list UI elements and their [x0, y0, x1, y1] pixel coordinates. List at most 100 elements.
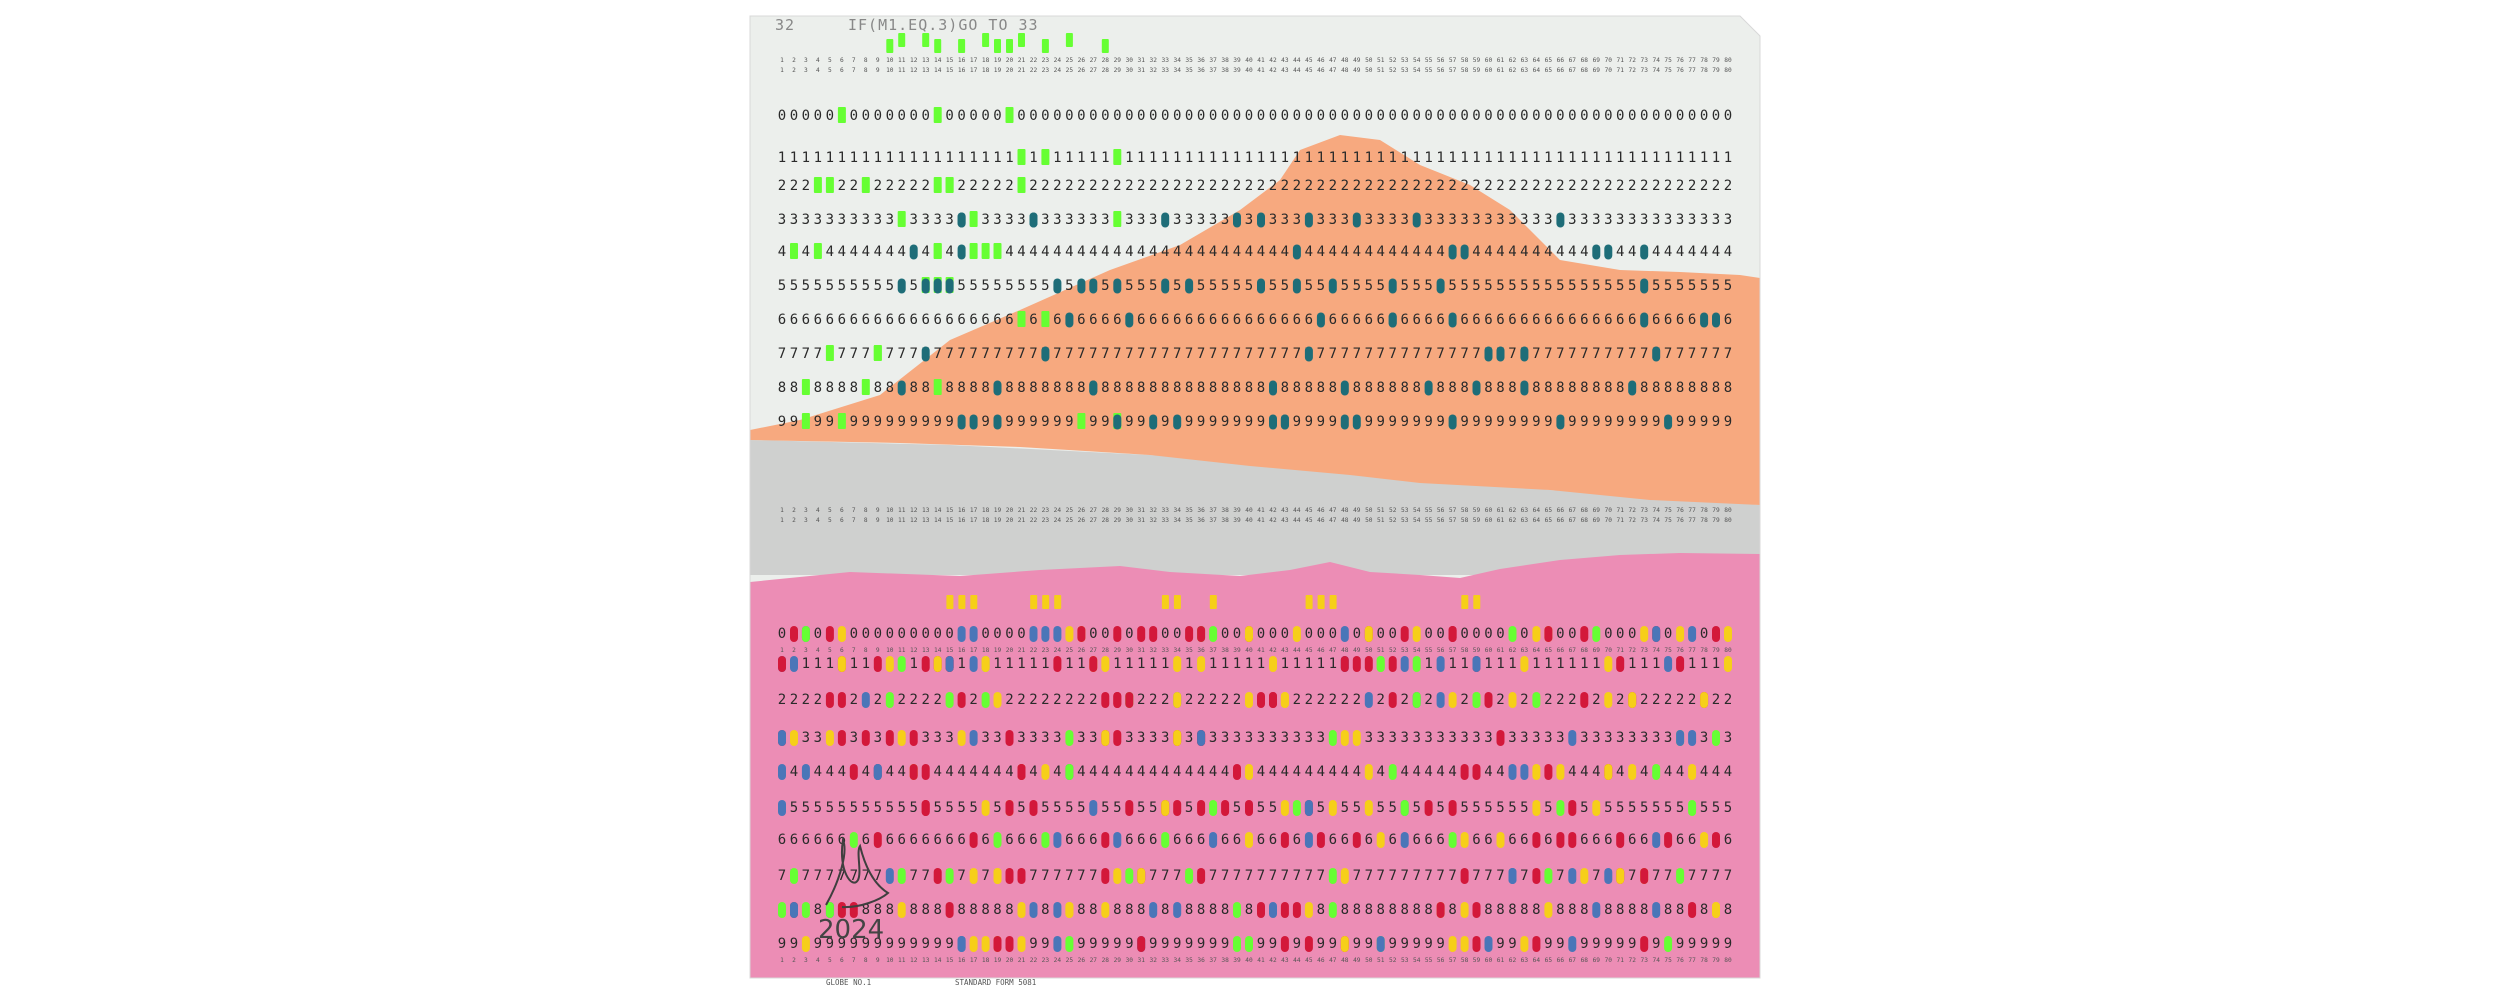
column-number: 22 [1030, 67, 1038, 74]
colored-paint-mark [921, 656, 930, 672]
column-number: 10 [886, 57, 894, 64]
column-number: 21 [1018, 517, 1026, 524]
card-digit: 2 [1209, 692, 1217, 708]
yellow-punch-mark [1329, 595, 1337, 609]
column-number: 68 [1581, 67, 1589, 74]
yellow-punch-mark [1161, 595, 1169, 609]
card-digit: 5 [1400, 278, 1408, 294]
card-digit: 7 [1053, 868, 1061, 884]
colored-paint-mark [825, 730, 834, 746]
card-digit: 3 [1209, 730, 1217, 746]
colored-paint-mark [1712, 730, 1720, 746]
colored-paint-mark [945, 902, 954, 918]
column-number: 12 [910, 957, 918, 964]
card-digit: 5 [838, 278, 846, 294]
card-digit: 4 [1341, 244, 1349, 260]
card-digit: 3 [1137, 212, 1145, 228]
card-digit: 2 [1436, 178, 1444, 194]
card-digit: 6 [1305, 312, 1313, 328]
card-digit: 4 [1233, 244, 1241, 260]
colored-paint-mark [1652, 902, 1661, 918]
teal-paint-mark [1089, 278, 1098, 294]
card-digit: 1 [1305, 150, 1313, 166]
card-digit: 3 [1616, 212, 1624, 228]
card-digit: 8 [1640, 380, 1648, 396]
column-number: 37 [1209, 57, 1217, 64]
card-digit: 3 [778, 212, 786, 228]
card-digit: 4 [1113, 764, 1121, 780]
card-digit: 3 [1197, 212, 1205, 228]
column-number: 18 [982, 67, 990, 74]
card-digit: 0 [790, 108, 798, 124]
column-number: 76 [1676, 507, 1684, 514]
card-digit: 2 [1101, 178, 1109, 194]
column-number: 43 [1281, 67, 1289, 74]
card-digit: 6 [1197, 832, 1205, 848]
colored-paint-mark [1724, 656, 1732, 672]
yellow-punch-mark [1173, 595, 1181, 609]
card-digit: 3 [862, 212, 870, 228]
card-digit: 5 [1592, 278, 1600, 294]
card-digit: 7 [1400, 868, 1408, 884]
card-digit: 5 [1197, 278, 1205, 294]
card-digit: 0 [1341, 108, 1349, 124]
card-digit: 0 [1317, 626, 1325, 642]
column-number: 58 [1461, 517, 1469, 524]
column-number: 5 [828, 507, 832, 514]
card-digit: 5 [802, 800, 810, 816]
column-number: 43 [1281, 957, 1289, 964]
card-digit: 7 [1664, 346, 1672, 362]
card-digit: 3 [850, 212, 858, 228]
colored-paint-mark [885, 656, 894, 672]
card-digit: 9 [1544, 414, 1552, 430]
card-digit: 9 [1568, 414, 1576, 430]
colored-paint-mark [837, 656, 846, 672]
card-digit: 8 [1113, 380, 1121, 396]
card-digit: 5 [874, 278, 882, 294]
card-digit: 7 [778, 346, 786, 362]
teal-paint-mark [993, 414, 1002, 430]
column-number: 66 [1557, 957, 1565, 964]
colored-paint-mark [885, 692, 894, 708]
card-digit: 1 [1496, 656, 1504, 672]
card-digit: 2 [993, 178, 1001, 194]
card-digit: 0 [1233, 626, 1241, 642]
column-number: 18 [982, 507, 990, 514]
card-digit: 8 [1125, 380, 1133, 396]
card-digit: 5 [778, 278, 786, 294]
column-number: 38 [1221, 647, 1229, 654]
card-digit: 4 [1137, 764, 1145, 780]
column-number: 75 [1664, 957, 1672, 964]
card-digit: 0 [1185, 108, 1193, 124]
card-digit: 7 [1580, 346, 1588, 362]
card-digit: 9 [1496, 936, 1504, 952]
card-digit: 7 [778, 868, 786, 884]
card-digit: 3 [1520, 730, 1528, 746]
card-digit: 0 [1281, 626, 1289, 642]
colored-paint-mark [1292, 800, 1301, 816]
card-digit: 4 [1532, 244, 1540, 260]
card-digit: 0 [1221, 108, 1229, 124]
card-digit: 3 [838, 212, 846, 228]
column-number: 73 [1640, 957, 1648, 964]
card-digit: 7 [1712, 868, 1720, 884]
column-number: 20 [1006, 647, 1014, 654]
column-number: 77 [1688, 67, 1696, 74]
card-digit: 6 [945, 832, 953, 848]
colored-paint-mark [790, 730, 798, 746]
card-digit: 3 [1317, 212, 1325, 228]
colored-paint-mark [1688, 764, 1697, 780]
card-digit: 6 [1245, 312, 1253, 328]
card-digit: 2 [1245, 178, 1253, 194]
card-digit: 8 [874, 380, 882, 396]
card-digit: 9 [1197, 414, 1205, 430]
card-digit: 4 [862, 244, 870, 260]
column-number: 55 [1425, 67, 1433, 74]
card-digit: 2 [1053, 178, 1061, 194]
card-digit: 3 [1436, 212, 1444, 228]
card-digit: 6 [909, 312, 917, 328]
card-digit: 0 [850, 626, 858, 642]
card-digit: 2 [1712, 178, 1720, 194]
card-digit: 7 [1197, 346, 1205, 362]
